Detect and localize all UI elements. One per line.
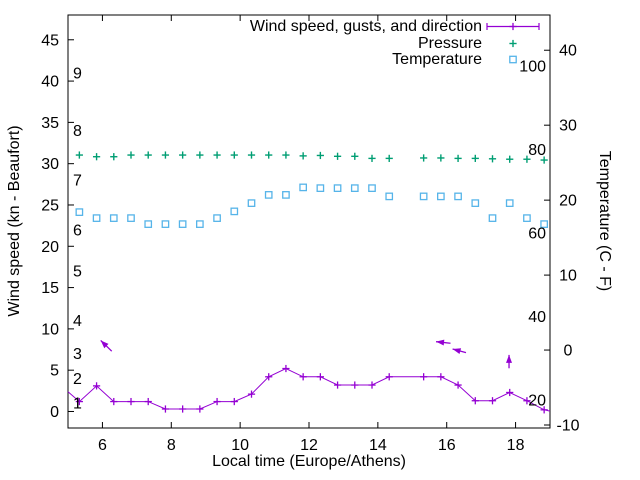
beaufort-label: 6	[73, 222, 82, 239]
y-left-tick-label: 30	[41, 156, 59, 173]
pressure-scale-labels: 100 80 60 40 20	[519, 59, 546, 410]
beaufort-label: 2	[73, 371, 82, 388]
wind-series	[67, 364, 551, 414]
pressure-scale-label: 80	[528, 142, 546, 159]
wind-direction-arrow-icon	[452, 348, 462, 354]
y-right-tick-label: 20	[559, 193, 577, 210]
y-left-tick-label: 15	[41, 280, 59, 297]
y-right-tick-label: 40	[559, 43, 577, 60]
x-tick-label: 6	[98, 437, 107, 454]
legend-label-temperature: Temperature	[392, 50, 482, 68]
y-left-tick-label: 25	[41, 197, 59, 214]
y-right-tick-label: 10	[559, 268, 577, 285]
y-left-tick-label: 40	[41, 74, 59, 91]
temperature-square-legend-icon	[486, 51, 540, 68]
beaufort-label: 9	[73, 65, 82, 82]
beaufort-scale-labels: 1 2 3 4 5 6 7 8 9	[73, 65, 82, 412]
y-left-tick-label: 45	[41, 32, 59, 49]
pressure-scale-label: 20	[528, 392, 546, 409]
wind-direction-arrow-icon	[436, 339, 445, 346]
x-tick-label: 8	[167, 437, 176, 454]
x-tick-label: 18	[507, 437, 525, 454]
wind-direction-arrow-icon	[100, 340, 109, 349]
pressure-scale-label: 100	[519, 59, 546, 76]
beaufort-label: 5	[73, 264, 82, 281]
pressure-scale-label: 60	[528, 226, 546, 243]
legend-label-wind: Wind speed, gusts, and direction	[249, 17, 482, 35]
beaufort-label: 1	[73, 396, 82, 413]
legend-item-wind: Wind speed, gusts, and direction	[250, 18, 540, 35]
beaufort-label: 8	[73, 123, 82, 140]
beaufort-label: 4	[73, 313, 82, 330]
wind-line-legend-icon	[486, 18, 540, 35]
y-left-tick-label: 5	[50, 363, 59, 380]
x-axis-label: Local time (Europe/Athens)	[212, 453, 406, 470]
y-right-tick-label: 0	[564, 343, 573, 360]
temperature-series	[75, 183, 548, 228]
y-right-tick-label: 30	[559, 118, 577, 135]
y-left-tick-label: 0	[50, 404, 59, 421]
x-tick-label: 10	[231, 437, 249, 454]
y-right-tick-label: -10	[556, 418, 579, 435]
direction-arrows	[100, 339, 512, 369]
wind-direction-arrow-icon	[506, 354, 512, 363]
legend-label-pressure: Pressure	[417, 34, 482, 52]
pressure-scale-label: 40	[528, 309, 546, 326]
x-tick-label: 12	[300, 437, 318, 454]
y-left-tick-label: 35	[41, 115, 59, 132]
beaufort-label: 7	[73, 173, 82, 190]
pressure-plus-legend-icon	[486, 35, 540, 52]
legend-item-pressure: Pressure	[418, 35, 540, 52]
pressure-series	[75, 151, 548, 164]
y-left-tick-label: 20	[41, 239, 59, 256]
x-tick-label: 16	[438, 437, 456, 454]
x-tick-label: 14	[369, 437, 387, 454]
y-right-axis-label: Temperature (C - F)	[596, 150, 613, 292]
y-left-tick-label: 10	[41, 321, 59, 338]
axes: 6 8 10 12 14 16 18051015202530354045-100102030…	[41, 14, 580, 454]
beaufort-label: 3	[73, 346, 82, 363]
legend-item-temperature: Temperature	[392, 51, 540, 68]
y-left-axis-label: Wind speed (kn - Beaufort)	[6, 125, 23, 317]
